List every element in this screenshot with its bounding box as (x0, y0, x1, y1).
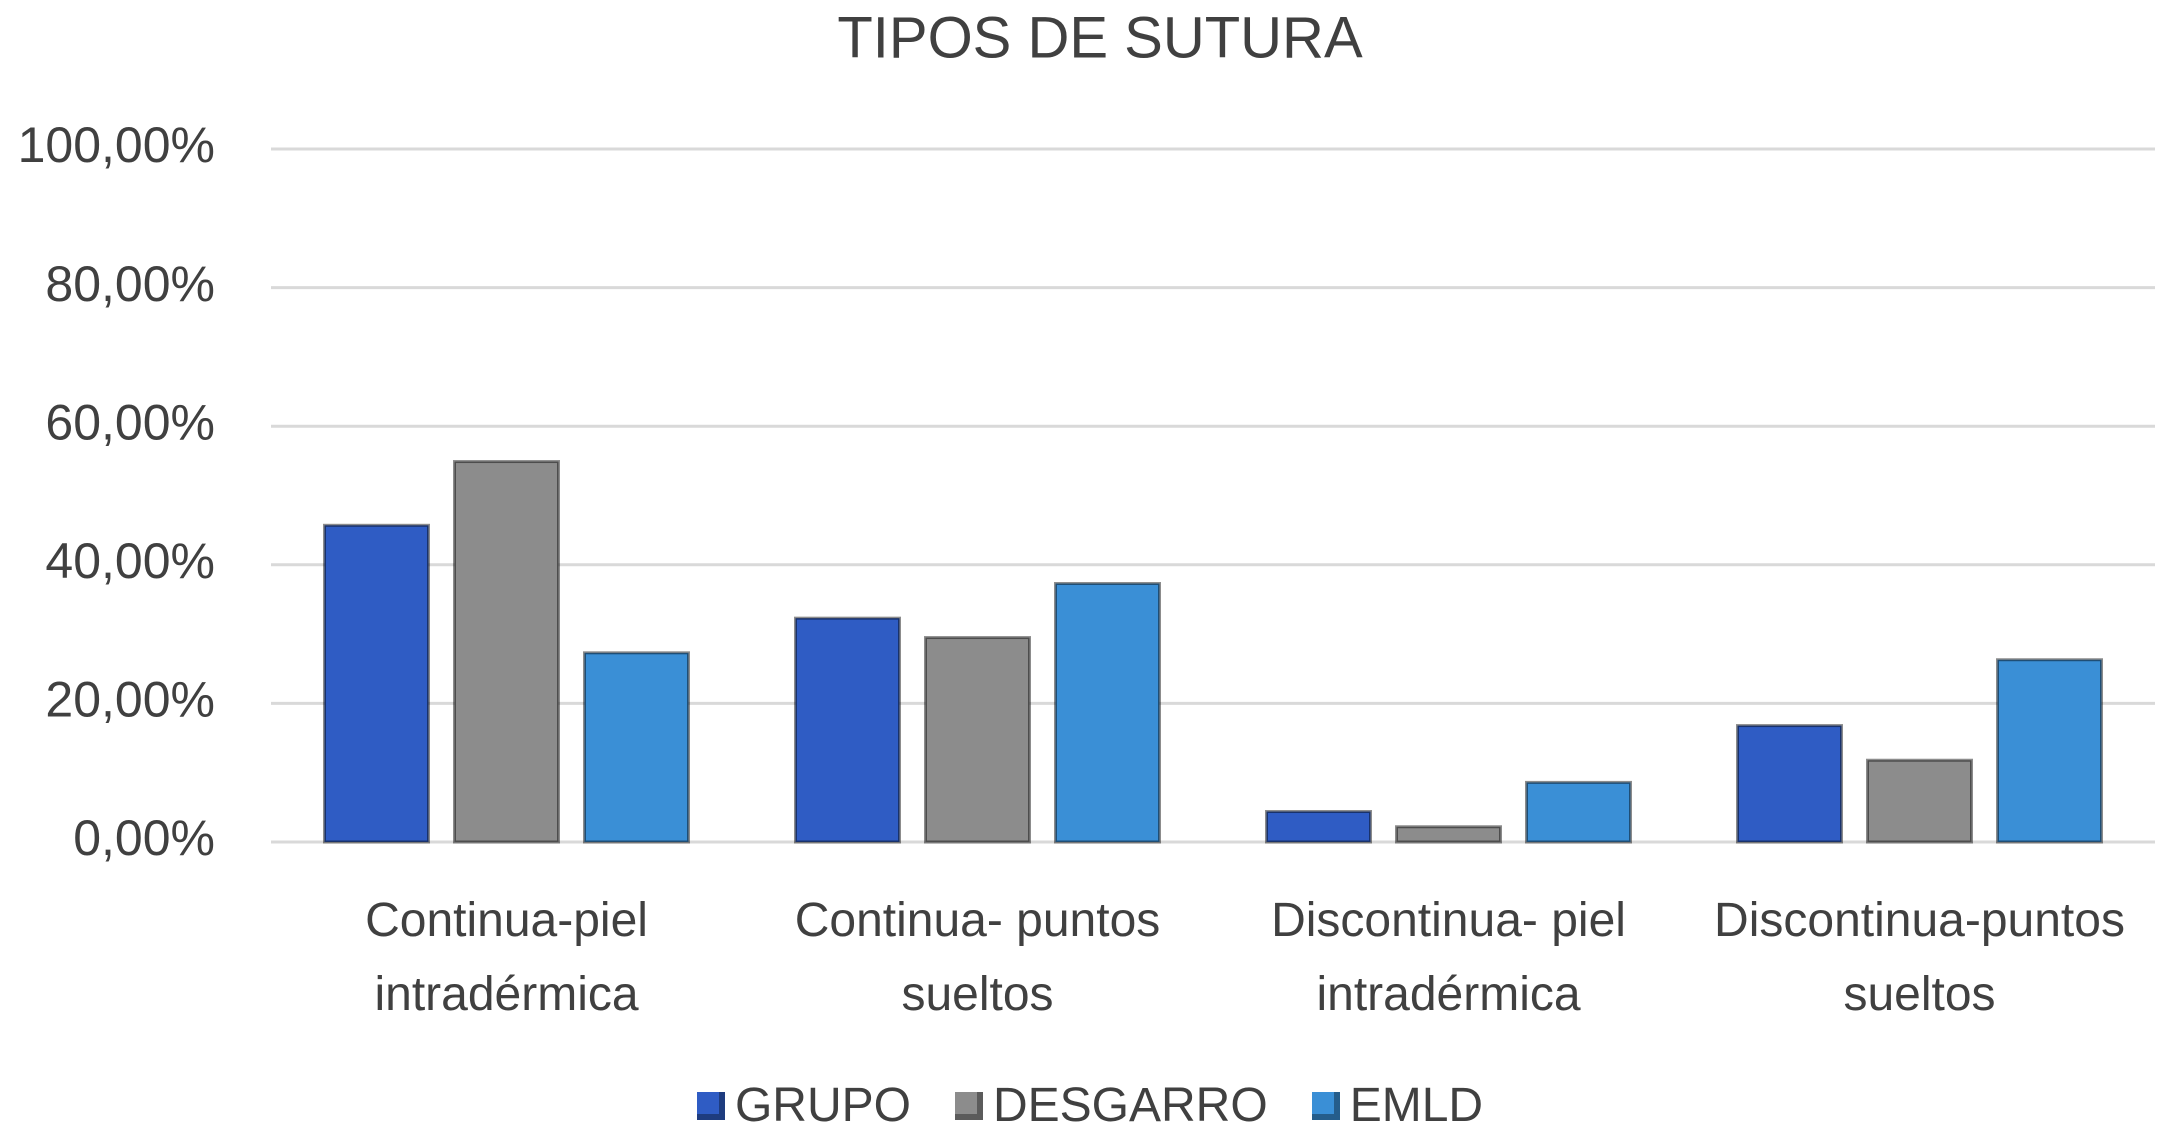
y-tick-label: 80,00% (45, 256, 215, 312)
y-tick-label: 40,00% (45, 533, 215, 589)
chart-title: TIPOS DE SUTURA (837, 5, 1363, 70)
y-tick-label: 60,00% (45, 394, 215, 450)
y-tick-label: 0,00% (73, 810, 215, 866)
bar (1265, 810, 1372, 844)
bar (1736, 724, 1843, 844)
x-tick-label: Discontinua- piel intradérmica (1271, 894, 1626, 1021)
bar (1395, 825, 1502, 844)
legend-item: EMLD (1311, 1078, 1484, 1133)
legend-label: GRUPO (734, 1079, 911, 1132)
y-tick-label: 100,00% (18, 117, 215, 173)
legend-swatch (696, 1091, 725, 1120)
bar (323, 523, 430, 844)
bar (794, 616, 901, 844)
bar (1996, 658, 2103, 844)
legend-swatch (954, 1091, 983, 1120)
x-tick-label: Continua-piel intradérmica (365, 894, 648, 1021)
x-tick-label: Discontinua-puntos sueltos (1714, 894, 2125, 1021)
legend-item: GRUPO (696, 1078, 911, 1133)
legend-item: DESGARRO (954, 1078, 1268, 1133)
bar (1525, 780, 1632, 844)
x-tick-label: Continua- puntos sueltos (794, 894, 1161, 1021)
bar (583, 651, 690, 844)
legend-swatch (1311, 1091, 1340, 1120)
y-tick-label: 20,00% (45, 672, 215, 728)
bar (1866, 758, 1973, 844)
bar (1054, 582, 1161, 844)
legend: GRUPO DESGARRO EMLD (0, 1078, 2180, 1133)
legend-label: DESGARRO (992, 1079, 1268, 1132)
legend-label: EMLD (1349, 1079, 1484, 1132)
bar (453, 460, 560, 844)
bar (924, 636, 1031, 844)
